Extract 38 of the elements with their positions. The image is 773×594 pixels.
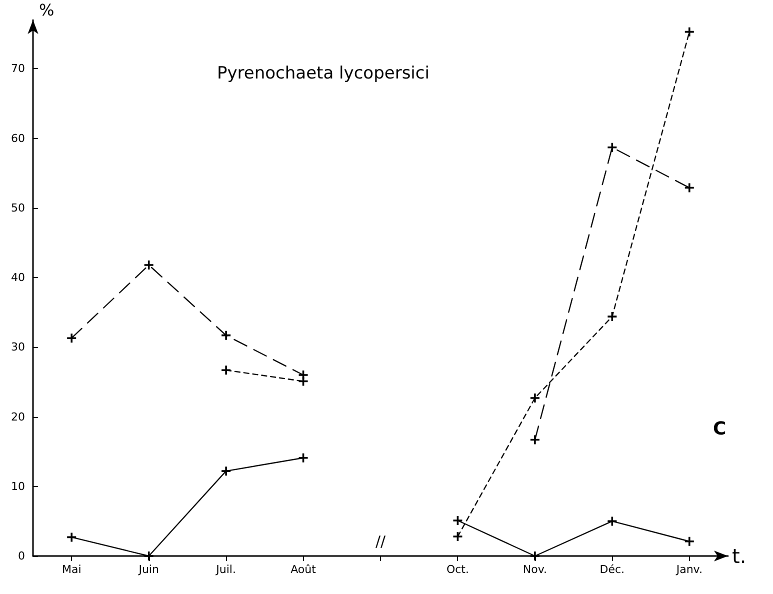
point [144, 260, 154, 270]
point [684, 536, 694, 546]
y-tick-label: 0 [18, 550, 25, 562]
x-tick-label: Août [290, 563, 317, 576]
x-tick-label: Nov. [522, 563, 548, 576]
y-tick-label: 40 [11, 271, 25, 284]
y-tick-label: 60 [11, 132, 25, 145]
annotation: // [376, 532, 387, 550]
point [144, 552, 154, 560]
text: Pyrenochaeta lycopersici [217, 64, 430, 84]
point [222, 466, 231, 476]
y-tick-label: 10 [11, 480, 25, 493]
point [684, 27, 694, 36]
point [67, 532, 76, 542]
point [608, 142, 617, 152]
x-tick-label: Déc. [600, 563, 625, 576]
y-tick-label: 50 [11, 201, 25, 214]
x-tick-label: Janv. [675, 563, 702, 576]
y-tick-label: 20 [11, 410, 25, 424]
point [222, 330, 231, 340]
y-tick-label: 30 [11, 340, 25, 354]
x-tick-label: Juil. [215, 563, 236, 576]
point [530, 393, 540, 402]
y-tick-label: 70 [11, 62, 25, 76]
x-tick-label: Oct. [446, 563, 469, 576]
point [530, 435, 540, 444]
x-axis-title: t. [732, 544, 746, 568]
x-tick-label: Mai [62, 563, 82, 576]
point [608, 312, 617, 322]
point [67, 334, 76, 343]
y-axis-title: % [39, 0, 54, 20]
annotation: C [713, 418, 726, 440]
point [530, 552, 540, 560]
point [453, 532, 462, 542]
point [684, 183, 694, 192]
point [222, 366, 231, 375]
point [453, 516, 462, 525]
x-tick-label: Juin [138, 563, 159, 576]
